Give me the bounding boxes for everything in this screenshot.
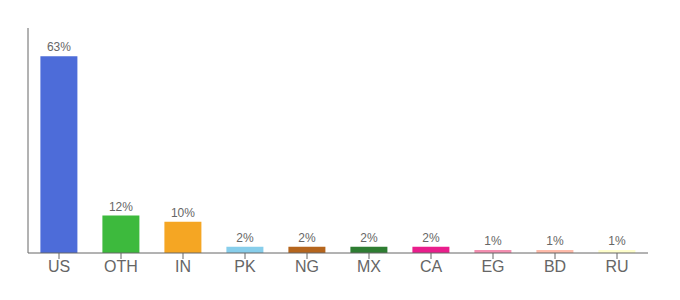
- svg-text:BD: BD: [544, 258, 566, 275]
- svg-text:IN: IN: [175, 258, 191, 275]
- svg-text:2%: 2%: [236, 231, 254, 245]
- svg-text:1%: 1%: [608, 234, 626, 248]
- svg-text:OTH: OTH: [104, 258, 138, 275]
- svg-text:2%: 2%: [422, 231, 440, 245]
- svg-text:NG: NG: [295, 258, 319, 275]
- svg-text:2%: 2%: [360, 231, 378, 245]
- svg-text:CA: CA: [420, 258, 443, 275]
- svg-text:PK: PK: [234, 258, 256, 275]
- svg-text:1%: 1%: [484, 234, 502, 248]
- svg-text:MX: MX: [357, 258, 381, 275]
- svg-text:12%: 12%: [109, 200, 133, 214]
- svg-text:63%: 63%: [47, 40, 71, 54]
- svg-text:2%: 2%: [298, 231, 316, 245]
- svg-text:EG: EG: [481, 258, 504, 275]
- svg-text:1%: 1%: [546, 234, 564, 248]
- svg-text:US: US: [48, 258, 70, 275]
- svg-text:RU: RU: [605, 258, 628, 275]
- svg-text:10%: 10%: [171, 206, 195, 220]
